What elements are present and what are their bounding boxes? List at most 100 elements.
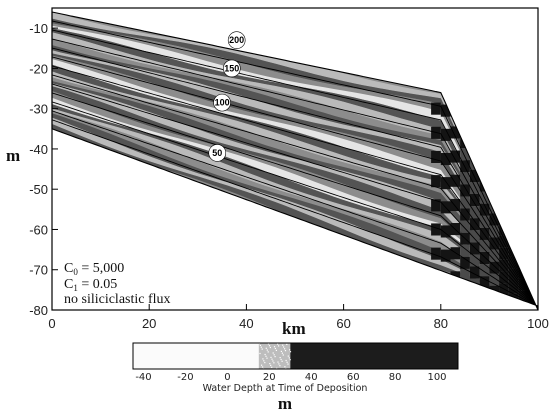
y-axis-title: m bbox=[6, 146, 20, 165]
colorbar-stipple bbox=[285, 359, 287, 362]
y-tick-label: -50 bbox=[29, 182, 48, 197]
c1-annotation: C1 = 0.05 bbox=[64, 277, 117, 293]
time-line bbox=[52, 92, 538, 308]
colorbar-stipple bbox=[274, 347, 276, 350]
deep-water-block bbox=[470, 230, 480, 243]
colorbar-stipple bbox=[272, 360, 274, 362]
time-line bbox=[52, 83, 538, 308]
colorbar-stipple bbox=[279, 357, 281, 359]
colorbar-stipple bbox=[278, 345, 280, 347]
colorbar-tick-label: 80 bbox=[389, 372, 402, 383]
deep-water-block bbox=[499, 247, 509, 260]
deep-water-block bbox=[489, 225, 500, 238]
colorbar-tick-label: -40 bbox=[135, 372, 151, 383]
deep-water-block bbox=[460, 220, 470, 233]
colorbar-stipple bbox=[272, 352, 274, 354]
colorbar-stipple bbox=[260, 346, 262, 348]
colorbar-stipple bbox=[264, 353, 266, 356]
colorbar-stipple bbox=[271, 358, 273, 360]
colorbar-stipple bbox=[261, 348, 263, 350]
colorbar-tick-label: 0 bbox=[224, 372, 230, 383]
deep-water-block bbox=[460, 208, 470, 221]
colorbar-stipple bbox=[262, 366, 264, 368]
deep-water-block bbox=[479, 252, 490, 265]
colorbar-stipple bbox=[269, 346, 271, 349]
colorbar-stipple bbox=[270, 364, 272, 366]
deep-water-block bbox=[479, 203, 490, 216]
colorbar-stipple bbox=[258, 343, 260, 345]
colorbar-stipple bbox=[267, 351, 269, 353]
deep-water-block bbox=[479, 215, 490, 228]
contour-label-text: 100 bbox=[215, 98, 230, 108]
deep-water-block bbox=[440, 153, 451, 166]
contour-label-bubble bbox=[213, 93, 231, 112]
deep-water-block bbox=[499, 271, 509, 284]
deep-water-block bbox=[440, 225, 451, 238]
plot-frame bbox=[51, 7, 539, 311]
deep-water-block bbox=[431, 150, 441, 163]
colorbar-stipple bbox=[281, 352, 283, 354]
time-line bbox=[52, 38, 538, 310]
time-line bbox=[52, 110, 538, 307]
time-line bbox=[52, 47, 538, 310]
colorbar-stipple bbox=[265, 347, 267, 349]
colorbar-stipple bbox=[259, 344, 261, 346]
deep-water-block bbox=[460, 256, 470, 269]
colorbar-stipple bbox=[289, 359, 291, 361]
colorbar-stipple bbox=[274, 356, 276, 358]
colorbar-stipple bbox=[267, 343, 270, 345]
colorbar-stipple bbox=[287, 355, 289, 357]
colorbar-stipple bbox=[284, 350, 287, 352]
deep-water-block bbox=[499, 235, 509, 248]
deep-water-block bbox=[440, 128, 451, 141]
colorbar-tick-label: 60 bbox=[347, 372, 360, 383]
colorbar-stipple bbox=[282, 354, 284, 356]
colorbar-stipple bbox=[277, 361, 279, 363]
y-tick-label: -70 bbox=[29, 263, 48, 278]
time-line bbox=[52, 101, 538, 308]
x-tick-label: 0 bbox=[48, 316, 55, 331]
colorbar-stipple bbox=[270, 356, 272, 358]
parameter-annotation: C0 = 5,000 C1 = 0.05 no siliciclastic fl… bbox=[64, 261, 171, 307]
colorbar-stipple bbox=[269, 363, 271, 365]
y-tick-label: -40 bbox=[29, 142, 48, 157]
y-axis: -10 -20 -30 -40 -50 -60 -70 -80 bbox=[29, 21, 58, 318]
time-line bbox=[52, 20, 538, 310]
deep-water-block bbox=[489, 213, 500, 226]
time-line bbox=[52, 29, 538, 310]
strata-band bbox=[52, 113, 538, 308]
strata-band bbox=[52, 97, 538, 307]
strata-band bbox=[52, 124, 538, 305]
colorbar-stipple bbox=[289, 349, 291, 351]
deep-water-block bbox=[479, 239, 490, 252]
strata-band bbox=[52, 81, 538, 310]
deep-water-block bbox=[470, 182, 480, 195]
colorbar-stipple bbox=[280, 358, 282, 361]
colorbar-stipple bbox=[280, 350, 282, 352]
colorbar-tick-label: 20 bbox=[263, 372, 276, 383]
colorbar-stipple bbox=[277, 343, 279, 345]
colorbar-frame bbox=[132, 342, 459, 370]
deep-water-block bbox=[431, 199, 441, 212]
deep-water-block bbox=[450, 126, 461, 139]
contour-labels: 200 150 100 50 bbox=[208, 31, 246, 162]
deep-water-block bbox=[460, 268, 470, 281]
colorbar-stipple bbox=[268, 345, 271, 347]
deep-water-block bbox=[470, 218, 480, 231]
deep-water-block bbox=[431, 102, 441, 115]
colorbar-stipple bbox=[288, 357, 290, 359]
contour-label-bubble bbox=[208, 144, 227, 162]
deep-water-block bbox=[460, 184, 470, 197]
strata-band bbox=[52, 23, 538, 310]
deep-water-block bbox=[450, 150, 461, 163]
y-tick-label: -30 bbox=[29, 102, 48, 117]
x-tick-label: 40 bbox=[239, 316, 253, 331]
c0-annotation: C0 = 5,000 bbox=[64, 261, 124, 277]
deep-water-block bbox=[479, 227, 490, 240]
x-tick-label: 100 bbox=[527, 316, 549, 331]
colorbar-stipple bbox=[273, 354, 275, 356]
colorbar-band bbox=[133, 343, 259, 369]
deep-water-block bbox=[489, 273, 500, 286]
colorbar-stipple bbox=[271, 366, 273, 368]
deep-water-block bbox=[460, 196, 470, 209]
